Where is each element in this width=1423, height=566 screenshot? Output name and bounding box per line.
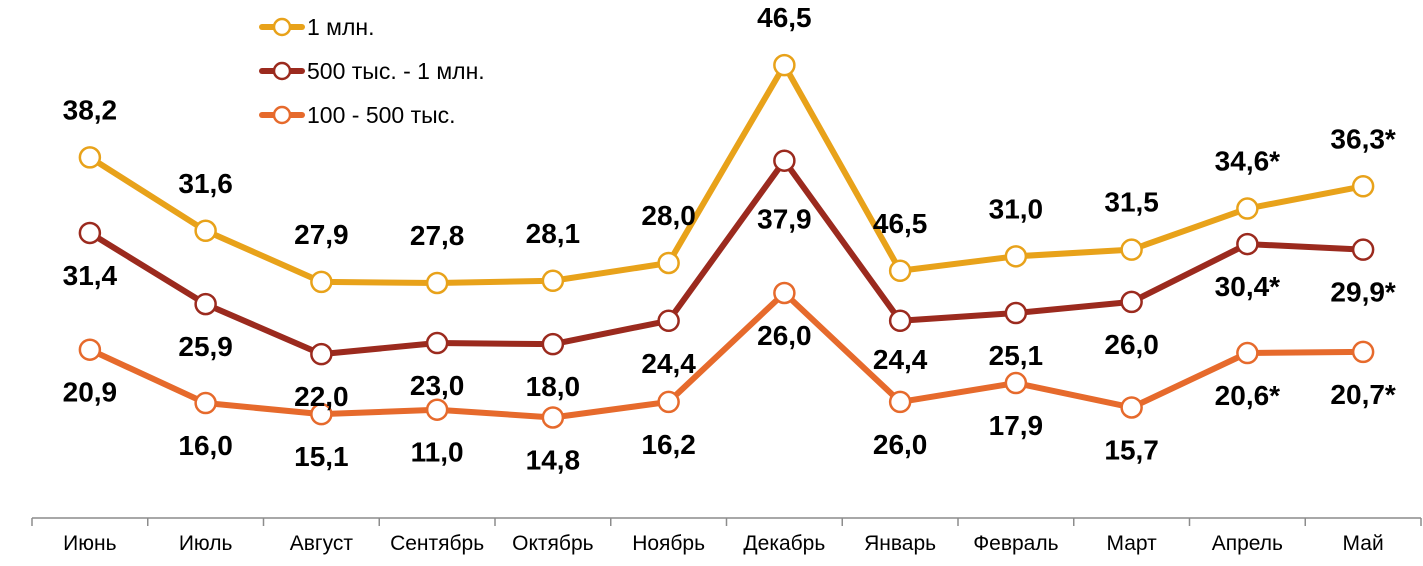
data-point-2 — [1351, 238, 1375, 261]
data-label-1: 28,1 — [526, 218, 581, 249]
data-point-3 — [425, 398, 449, 421]
data-point-1 — [1351, 175, 1375, 198]
data-label-1: 46,5 — [757, 2, 812, 33]
x-axis: Июнь Июль Август Сентябрь Октябрь Ноябрь Декаб… — [31, 517, 1422, 555]
legend-marker-1 — [272, 17, 292, 37]
data-point-3 — [78, 338, 102, 361]
data-label-3: 17,9 — [989, 410, 1044, 441]
data-point-1 — [78, 146, 102, 169]
x-tick-label: Июнь — [63, 532, 116, 555]
data-label-1: 28,0 — [641, 200, 696, 231]
data-point-2 — [425, 331, 449, 355]
data-point-1 — [425, 271, 449, 295]
data-point-1 — [541, 269, 565, 293]
data-label-2: 25,9 — [178, 331, 233, 362]
data-point-3 — [1351, 340, 1375, 364]
data-point-1 — [1236, 197, 1259, 220]
x-tick-label: Март — [1107, 532, 1158, 555]
data-point-1 — [773, 53, 796, 77]
data-label-1: 31,0 — [989, 193, 1044, 224]
data-label-2: 26,0 — [1104, 329, 1159, 360]
data-label-3: 16,2 — [641, 429, 696, 460]
data-point-2 — [1120, 290, 1143, 314]
data-label-1: 46,5 — [873, 208, 928, 239]
legend-label-2: 500 тыс. - 1 млн. — [307, 58, 485, 84]
data-label-3: 20,6* — [1215, 380, 1280, 411]
data-point-2 — [1236, 232, 1259, 256]
data-label-2: 18,0 — [526, 371, 581, 402]
data-point-1 — [194, 219, 217, 243]
data-point-2 — [773, 149, 796, 172]
data-label-2: 29,9* — [1330, 277, 1395, 308]
data-label-2: 37,9 — [757, 204, 812, 235]
data-point-1 — [1120, 238, 1143, 261]
data-labels: 38,2 31,6 27,9 27,8 28,1 28,0 46,5 46,5 31,0 31,5… — [63, 2, 1396, 475]
series-line-2 — [86, 157, 1367, 358]
data-label-1: 31,5 — [1104, 187, 1159, 218]
legend-label-3: 100 - 500 тыс. — [307, 102, 456, 128]
legend-marker-3 — [272, 105, 292, 125]
data-point-3 — [773, 281, 796, 305]
data-point-2 — [657, 309, 680, 333]
data-point-3 — [1120, 396, 1143, 419]
data-point-3 — [1004, 371, 1028, 395]
x-tick-label: Октябрь — [512, 532, 593, 555]
legend-label-1: 1 млн. — [307, 14, 375, 40]
data-point-1 — [310, 270, 333, 294]
x-tick-label: Декабрь — [743, 532, 825, 555]
data-label-1: 36,3* — [1330, 123, 1395, 154]
series-line-3 — [86, 290, 1367, 421]
x-tick-label: Февраль — [973, 532, 1058, 555]
data-label-3: 15,7 — [1104, 434, 1159, 465]
x-tick-label: Май — [1343, 532, 1384, 555]
data-point-3 — [657, 390, 680, 414]
data-point-1 — [657, 251, 680, 275]
data-point-2 — [541, 332, 565, 356]
data-label-2: 24,4 — [873, 344, 928, 375]
data-label-2: 25,1 — [989, 340, 1044, 371]
data-label-1: 34,6* — [1215, 146, 1280, 177]
series-group — [78, 53, 1375, 429]
data-label-3: 14,8 — [526, 444, 581, 475]
data-label-2: 30,4* — [1215, 271, 1280, 302]
data-label-1: 27,9 — [294, 219, 349, 250]
series-line-1 — [86, 62, 1367, 286]
data-point-3 — [194, 391, 217, 415]
data-point-3 — [1236, 341, 1259, 365]
data-label-3: 20,7* — [1330, 379, 1395, 410]
x-tick-label: Сентябрь — [390, 532, 484, 555]
data-point-2 — [194, 292, 217, 316]
x-tick-label: Апрель — [1212, 532, 1283, 555]
data-label-3: 11,0 — [411, 437, 464, 468]
data-label-2: 22,0 — [294, 381, 349, 412]
data-point-1 — [1004, 245, 1028, 268]
data-label-3: 20,9 — [63, 377, 118, 408]
data-point-1 — [888, 259, 912, 283]
x-tick-label: Август — [290, 532, 354, 555]
data-label-3: 15,1 — [294, 441, 349, 472]
data-point-2 — [1004, 301, 1028, 325]
x-tick-label: Июль — [179, 532, 233, 555]
data-point-2 — [78, 221, 102, 245]
data-point-2 — [888, 309, 912, 333]
legend: 1 млн. 500 тыс. - 1 млн. 100 - 500 тыс. — [259, 14, 485, 128]
x-tick-label: Ноябрь — [632, 532, 705, 555]
data-label-3: 26,0 — [873, 429, 928, 460]
data-label-3: 16,0 — [178, 430, 233, 461]
data-label-1: 27,8 — [410, 220, 465, 251]
data-point-2 — [310, 342, 333, 366]
legend-marker-2 — [272, 61, 292, 81]
data-point-3 — [541, 406, 565, 429]
data-label-1: 31,6 — [178, 168, 233, 199]
data-label-2: 31,4 — [63, 260, 118, 291]
data-label-3: 26,0 — [757, 320, 812, 351]
x-tick-label: Январь — [864, 532, 936, 555]
data-label-2: 24,4 — [641, 348, 696, 379]
data-label-1: 38,2 — [63, 94, 118, 125]
data-point-3 — [310, 402, 333, 426]
data-point-3 — [888, 390, 912, 414]
data-label-2: 23,0 — [410, 370, 465, 401]
